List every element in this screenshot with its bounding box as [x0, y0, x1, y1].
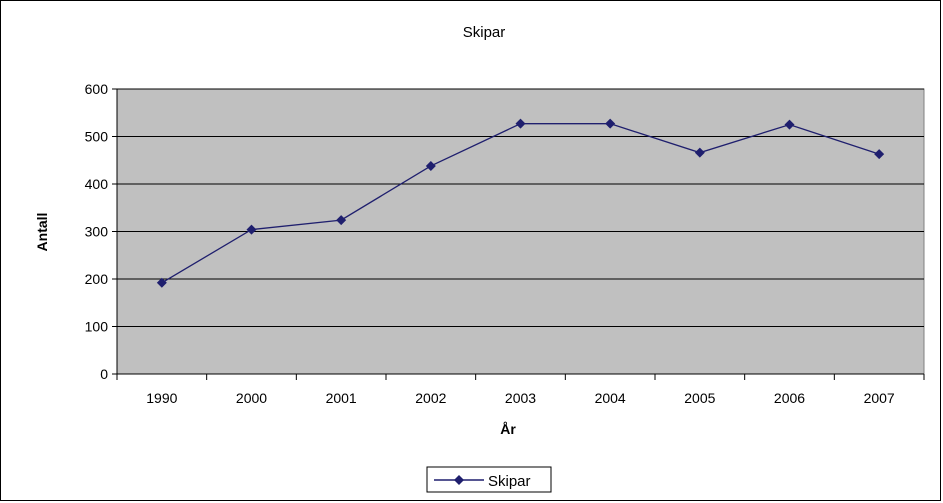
data-point — [694, 147, 705, 158]
x-tick-label: 1990 — [146, 390, 177, 406]
legend-marker — [454, 475, 464, 485]
data-point — [156, 277, 167, 288]
x-tick-label: 2006 — [774, 390, 805, 406]
x-tick-label: 2003 — [505, 390, 536, 406]
data-point — [874, 149, 885, 160]
x-tick-label: 2002 — [415, 390, 446, 406]
data-point — [246, 224, 257, 235]
y-tick-label: 300 — [85, 224, 109, 240]
data-point — [784, 119, 795, 130]
x-tick-label: 2000 — [236, 390, 267, 406]
y-axis-ticks: 0 100 200 300 400 500 600 — [85, 81, 117, 382]
y-tick-label: 600 — [85, 81, 109, 97]
y-tick-label: 400 — [85, 176, 109, 192]
y-tick-label: 200 — [85, 271, 109, 287]
x-tick-label: 2001 — [326, 390, 357, 406]
legend-label: Skipar — [488, 473, 531, 490]
grid-lines — [117, 88, 924, 327]
y-tick-label: 0 — [100, 366, 108, 382]
data-point — [425, 160, 436, 171]
y-tick-label: 100 — [85, 319, 109, 335]
y-axis-title: Antall — [34, 213, 50, 252]
x-axis-title: År — [500, 421, 516, 437]
series-layer — [156, 118, 885, 288]
chart-title: Skipar — [463, 24, 506, 41]
data-point — [515, 118, 526, 129]
data-point — [605, 118, 616, 129]
x-tick-label: 2004 — [595, 390, 626, 406]
x-tick-label: 2005 — [684, 390, 715, 406]
data-point — [336, 215, 347, 226]
x-axis-ticks: 1990 2000 2001 2002 2003 2004 2005 2006 2007 — [116, 374, 925, 406]
x-tick-label: 2007 — [864, 390, 895, 406]
y-tick-label: 500 — [85, 129, 109, 145]
legend: Skipar — [426, 466, 552, 493]
